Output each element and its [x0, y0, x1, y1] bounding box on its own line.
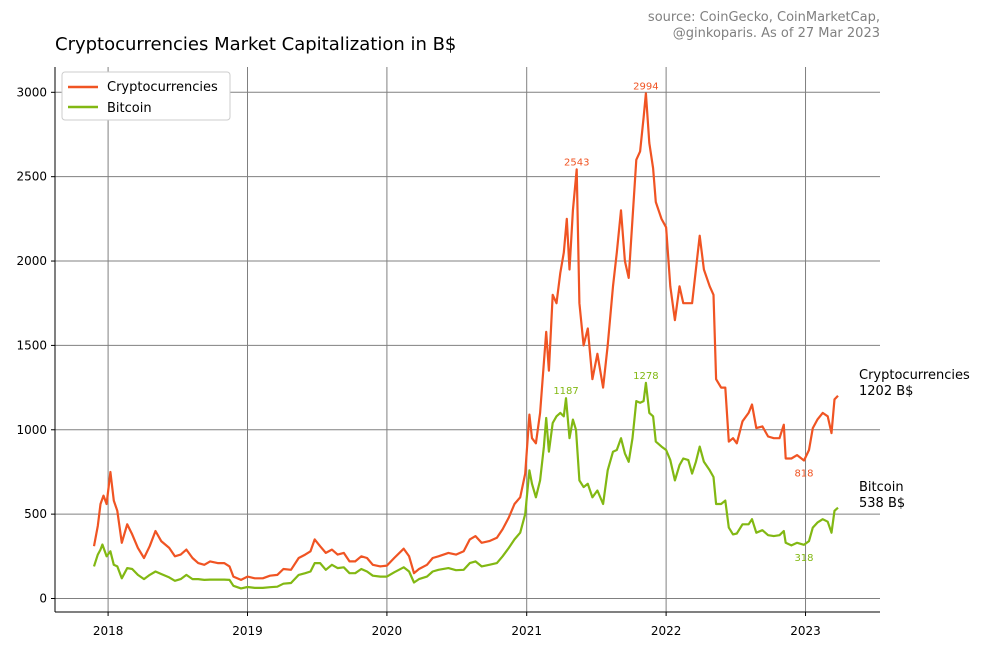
legend-label-cryptocurrencies: Cryptocurrencies [107, 80, 218, 95]
peak-label: 2543 [564, 157, 589, 168]
chart-title: Cryptocurrencies Market Capitalization i… [55, 34, 456, 55]
source-line-1: source: CoinGecko, CoinMarketCap, [648, 10, 880, 25]
end-label-crypto-value: 1202 B$ [859, 384, 913, 399]
legend: Cryptocurrencies Bitcoin [61, 71, 231, 121]
end-label-bitcoin-name: Bitcoin [859, 480, 904, 495]
y-tick-label: 1500 [16, 338, 47, 352]
y-tick-label: 2000 [16, 254, 47, 268]
axes: 0 500 1000 1500 2000 2500 3000 2018 2019 2020 2021… [16, 67, 880, 638]
peak-label: 1187 [553, 386, 578, 397]
legend-box [61, 71, 231, 121]
peak-label: 818 [794, 468, 813, 479]
y-tick-label: 2500 [16, 170, 47, 184]
x-tick-label: 2018 [93, 624, 124, 638]
peak-label: 1278 [633, 371, 658, 382]
y-tick-label: 0 [39, 592, 47, 606]
peak-label: 318 [794, 553, 813, 564]
peak-label: 2994 [633, 81, 658, 92]
peak-annotations: 2543 2994 818 1187 1278 318 [553, 81, 813, 564]
x-tick-label: 2021 [511, 624, 542, 638]
source-line-2: @ginkoparis. As of 27 Mar 2023 [673, 26, 880, 41]
x-tick-label: 2023 [790, 624, 821, 638]
end-label-bitcoin-value: 538 B$ [859, 496, 905, 511]
legend-label-bitcoin: Bitcoin [107, 101, 152, 116]
series-line-cryptocurrencies [92, 92, 839, 581]
y-tick-label: 500 [24, 507, 47, 521]
x-tick-label: 2022 [651, 624, 682, 638]
x-tick-label: 2020 [372, 624, 403, 638]
grid [55, 67, 880, 612]
series-lines [92, 92, 839, 590]
y-tick-label: 3000 [16, 85, 47, 99]
end-label-crypto-name: Cryptocurrencies [859, 368, 970, 383]
x-tick-label: 2019 [232, 624, 263, 638]
y-tick-label: 1000 [16, 423, 47, 437]
series-line-bitcoin [92, 381, 839, 590]
